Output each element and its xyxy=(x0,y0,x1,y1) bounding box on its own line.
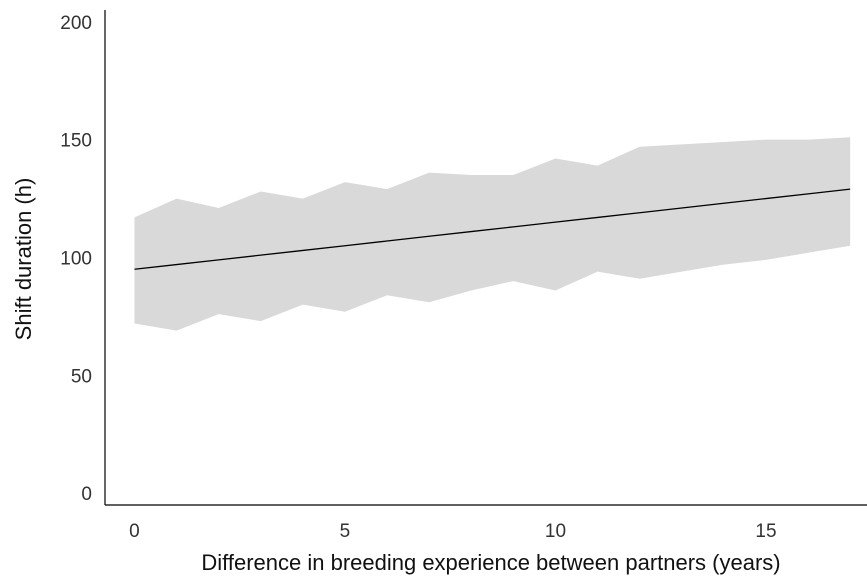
y-tick-label: 50 xyxy=(71,366,92,387)
confidence-band xyxy=(134,137,851,331)
fit-line xyxy=(134,188,851,270)
y-tick-label: 150 xyxy=(60,131,92,152)
y-tick-label: 100 xyxy=(60,249,92,270)
x-tick-label: 0 xyxy=(129,521,140,542)
x-axis-title: Difference in breeding experience betwee… xyxy=(201,550,780,575)
x-tick-label: 10 xyxy=(545,521,566,542)
y-tick-label: 200 xyxy=(60,13,92,34)
x-tick-label: 15 xyxy=(755,521,776,542)
x-tick-label: 5 xyxy=(340,521,351,542)
axes xyxy=(104,10,867,506)
confidence-band-layer xyxy=(134,137,851,331)
fit-line-layer xyxy=(134,188,851,270)
tick-labels: 0 50 100 150 200 0 5 10 15 xyxy=(60,13,776,542)
y-axis-title: Shift duration (h) xyxy=(11,178,36,341)
y-tick-label: 0 xyxy=(81,484,92,505)
